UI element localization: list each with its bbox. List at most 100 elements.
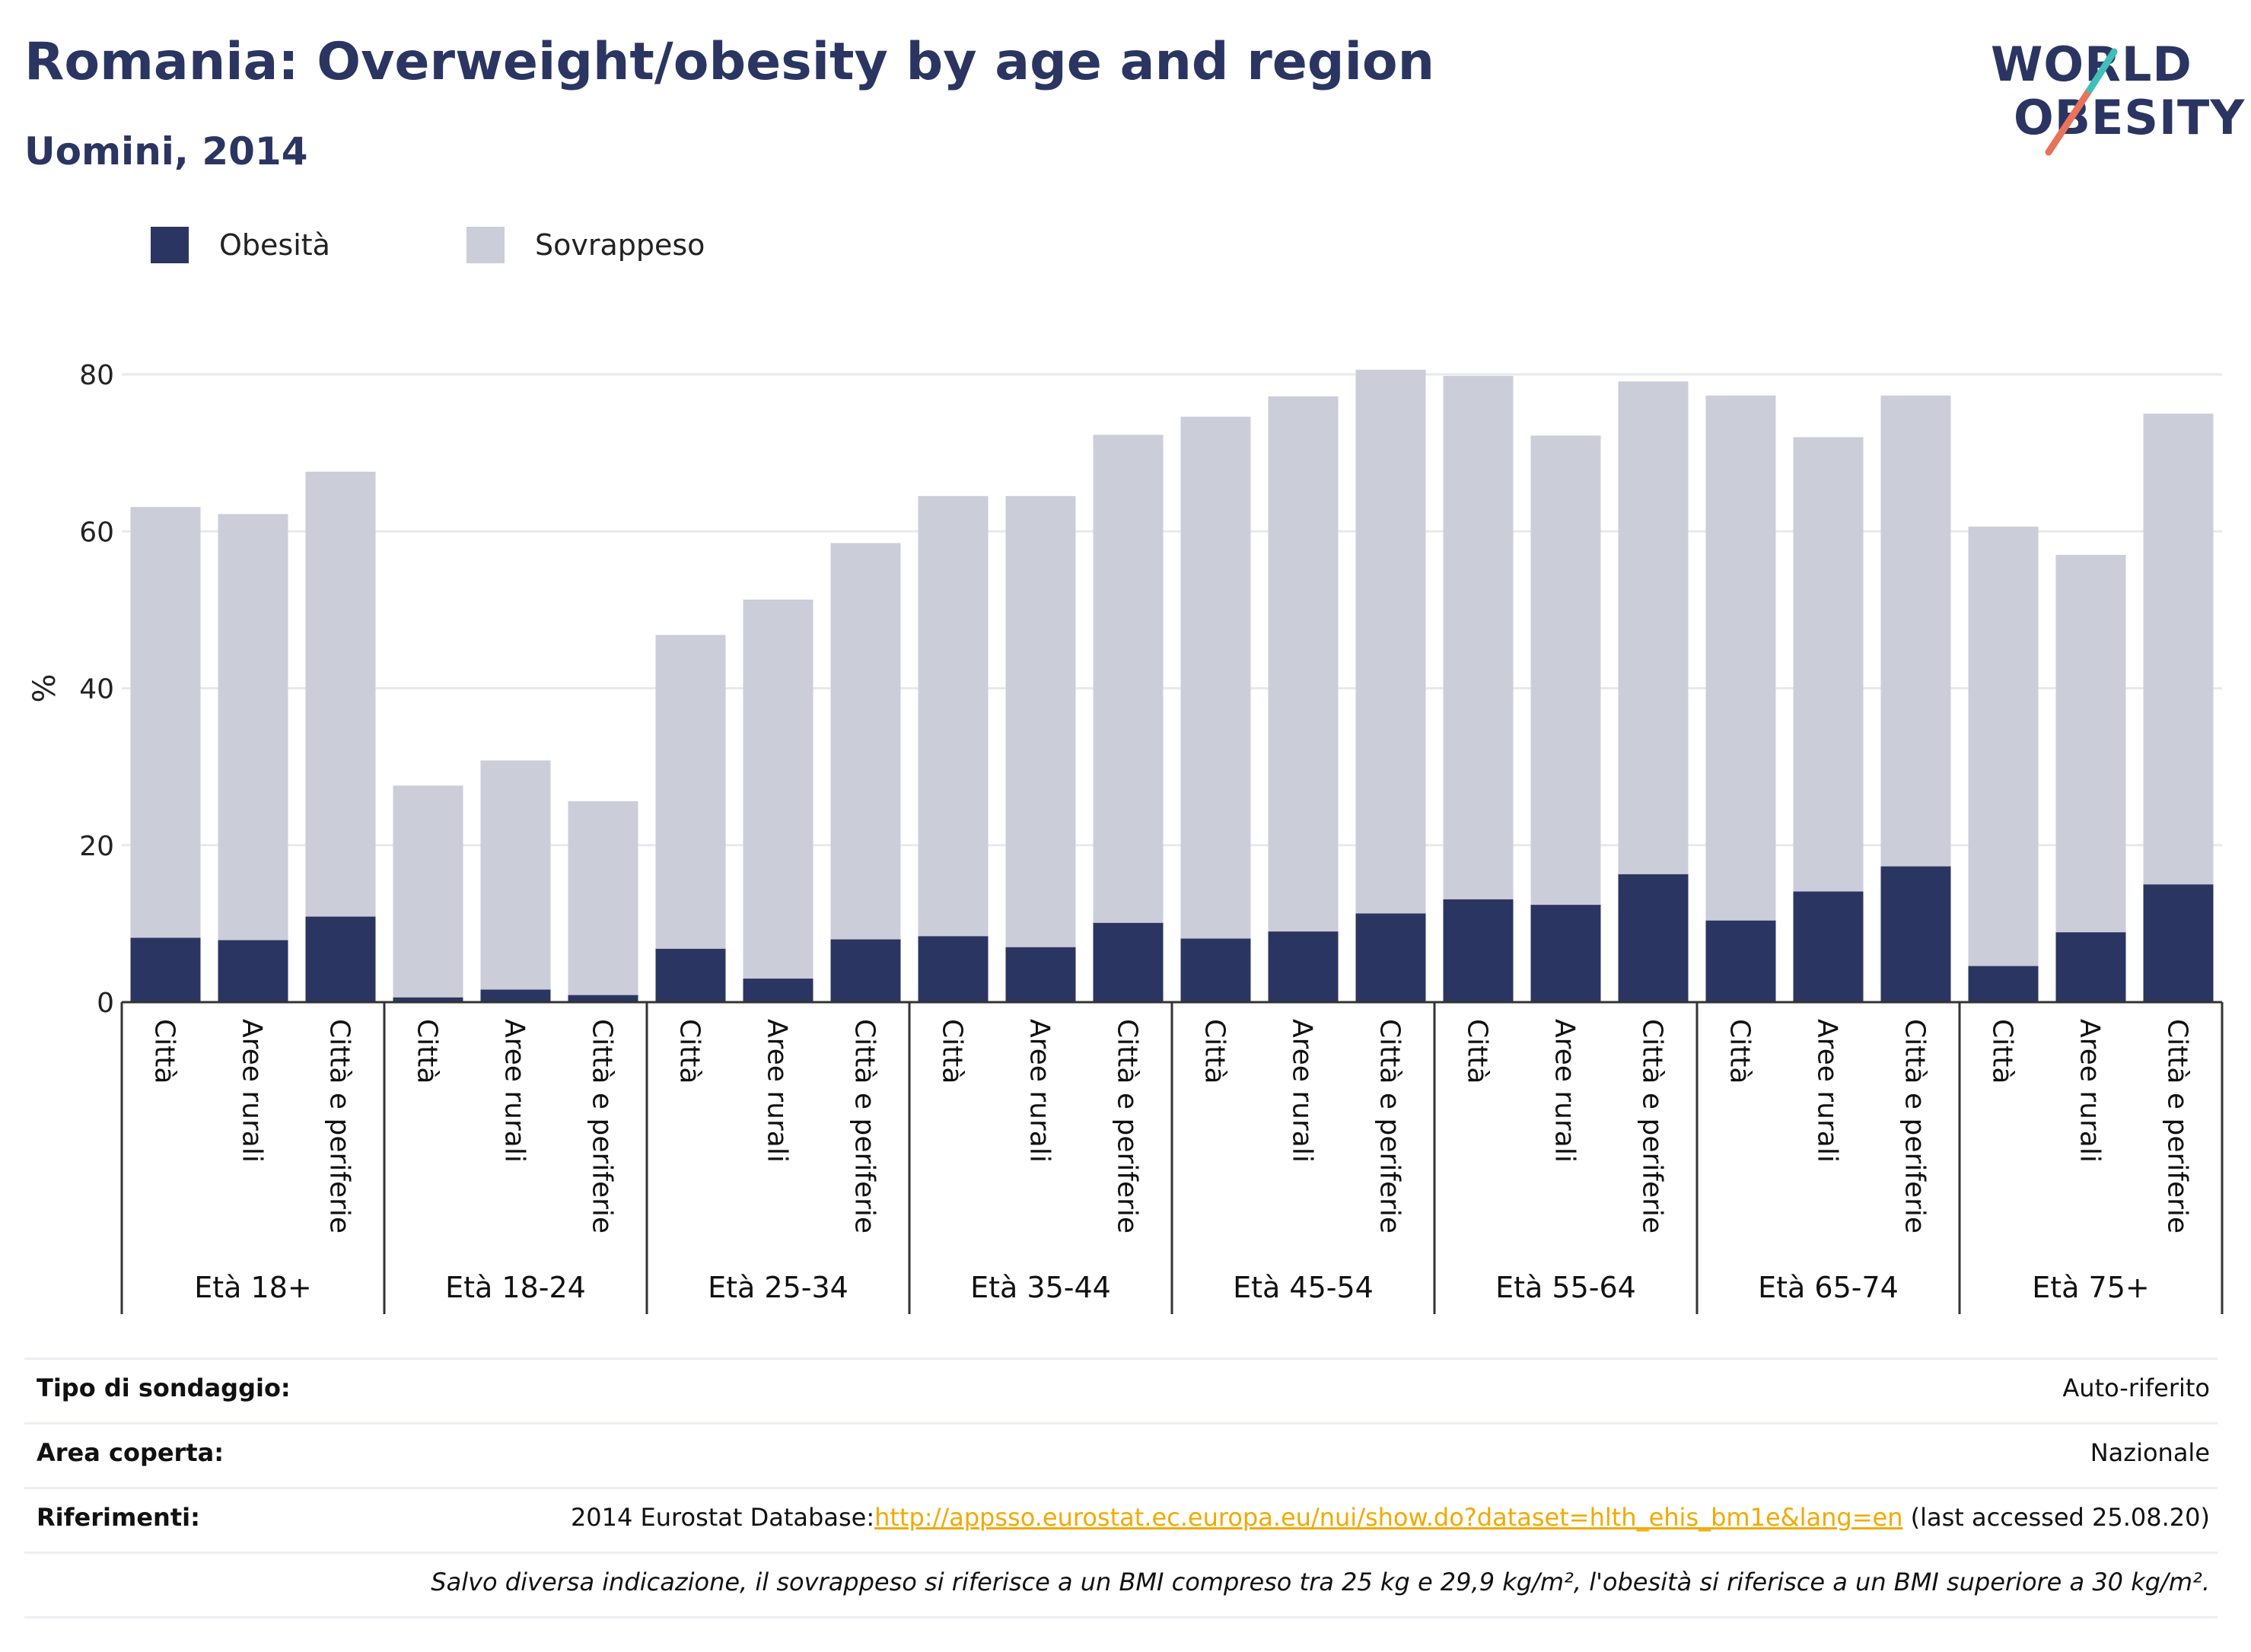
x-group-label: Età 18-24 <box>445 1271 586 1304</box>
bar-overweight <box>1705 395 1776 1002</box>
x-category-label: Città <box>412 1019 443 1084</box>
bar-obesity <box>393 997 463 1002</box>
x-category-label: Città <box>1724 1019 1756 1084</box>
bar-obesity <box>743 979 813 1002</box>
bar-obesity <box>1793 891 1864 1002</box>
bar-chart: 0 20 40 60 80% Città Aree rurali Città e perife… <box>27 360 2224 1314</box>
x-category-label: Città e periferie <box>1637 1019 1668 1233</box>
bar-obesity <box>1268 931 1339 1002</box>
bar-overweight <box>480 760 551 1002</box>
bar-obesity <box>218 940 288 1002</box>
legend-swatch-overweight <box>466 227 505 263</box>
world-obesity-logo: WORLD OBESITY <box>1979 30 2244 160</box>
chart-subtitle: Uomini, 2014 <box>24 129 308 173</box>
x-category-label: Città <box>937 1019 968 1084</box>
bar-overweight <box>1005 495 1076 1002</box>
bar-obesity <box>830 939 901 1002</box>
legend-label-obesity: Obesità <box>219 228 330 262</box>
x-category-label: Città e periferie <box>324 1019 355 1233</box>
bar-overweight <box>1355 369 1426 1002</box>
bar-obesity <box>2143 884 2214 1002</box>
bar-obesity <box>1180 938 1251 1002</box>
y-tick-label: 20 <box>79 831 114 862</box>
references-suffix: (last accessed 25.08.20) <box>1902 1503 2210 1532</box>
x-category-label: Città e periferie <box>2162 1019 2193 1233</box>
x-category-label: Aree rurali <box>2074 1019 2106 1163</box>
x-group-label: Età 25-34 <box>708 1271 849 1304</box>
x-category-label: Aree rurali <box>499 1019 530 1163</box>
bar-overweight <box>655 635 726 1002</box>
bar-obesity <box>1443 899 1514 1002</box>
x-category-label: Città e periferie <box>1112 1019 1143 1233</box>
chart-title: Romania: Overweight/obesity by age and r… <box>24 32 1434 92</box>
legend-label-overweight: Sovrappeso <box>535 228 705 262</box>
bar-obesity <box>655 948 726 1002</box>
x-category-label: Città e periferie <box>849 1019 880 1233</box>
survey-type-label: Tipo di sondaggio: <box>37 1373 291 1402</box>
bar-overweight <box>918 495 989 1002</box>
note-row: Salvo diversa indicazione, il sovrappeso… <box>24 1552 2218 1619</box>
x-category-label: Città e periferie <box>1374 1019 1406 1233</box>
y-tick-label: 80 <box>79 360 114 391</box>
bar-obesity <box>568 995 638 1002</box>
survey-type-value: Auto-riferito <box>2062 1373 2210 1402</box>
info-table: Tipo di sondaggio: Auto-riferito Area co… <box>24 1358 2218 1619</box>
bar-overweight <box>305 471 376 1002</box>
bar-overweight <box>130 507 201 1002</box>
bar-overweight <box>393 785 463 1002</box>
x-category-label: Città <box>149 1019 180 1084</box>
bar-obesity <box>1005 947 1076 1002</box>
references-link[interactable]: http://appsso.eurostat.ec.europa.eu/nui/… <box>874 1503 1903 1532</box>
bar-overweight <box>1968 527 2039 1002</box>
x-category-label: Aree rurali <box>237 1019 268 1163</box>
x-category-label: Aree rurali <box>1287 1019 1318 1163</box>
bar-obesity <box>305 916 376 1002</box>
x-group-label: Età 35-44 <box>970 1271 1111 1304</box>
x-group-label: Età 45-54 <box>1233 1271 1374 1304</box>
bar-overweight <box>1443 376 1514 1002</box>
bar-obesity <box>2055 932 2126 1002</box>
references-label: Riferimenti: <box>37 1503 200 1532</box>
references-row: Riferimenti: 2014 Eurostat Database:http… <box>24 1487 2218 1552</box>
x-category-label: Aree rurali <box>1024 1019 1055 1163</box>
area-value: Nazionale <box>2090 1438 2210 1467</box>
bar-overweight <box>743 599 813 1002</box>
bar-obesity <box>480 989 551 1002</box>
bar-obesity <box>1355 913 1426 1002</box>
y-tick-label: 60 <box>79 517 114 548</box>
bar-overweight <box>830 543 901 1002</box>
area-label: Area coperta: <box>37 1438 224 1467</box>
bar-overweight <box>1268 396 1339 1002</box>
x-category-label: Città <box>1199 1019 1231 1084</box>
x-group-label: Età 75+ <box>2032 1271 2149 1304</box>
logo-slash-icon <box>2045 48 2118 156</box>
bar-obesity <box>918 936 989 1002</box>
bar-overweight <box>1180 416 1251 1002</box>
bmi-note: Salvo diversa indicazione, il sovrappeso… <box>431 1568 2210 1596</box>
survey-type-row: Tipo di sondaggio: Auto-riferito <box>24 1358 2218 1422</box>
x-category-label: Città <box>1462 1019 1493 1084</box>
bar-overweight <box>1093 434 1164 1002</box>
references-prefix: 2014 Eurostat Database: <box>570 1503 875 1532</box>
references-value: 2014 Eurostat Database:http://appsso.eur… <box>571 1503 2210 1532</box>
y-tick-label: 0 <box>97 988 114 1019</box>
x-category-label: Aree rurali <box>762 1019 793 1163</box>
bar-obesity <box>1093 922 1164 1002</box>
x-category-label: Città e periferie <box>587 1019 618 1233</box>
x-group-label: Età 18+ <box>194 1271 311 1304</box>
bar-obesity <box>1880 866 1951 1002</box>
bar-obesity <box>130 937 201 1002</box>
bar-overweight <box>568 801 638 1002</box>
y-axis-label: % <box>27 673 62 702</box>
bar-obesity <box>1618 874 1689 1002</box>
x-category-label: Città <box>674 1019 705 1084</box>
bar-obesity <box>1530 905 1601 1002</box>
area-row: Area coperta: Nazionale <box>24 1422 2218 1487</box>
x-category-label: Città <box>1987 1019 2018 1084</box>
y-tick-label: 40 <box>79 674 114 705</box>
x-group-label: Età 55-64 <box>1495 1271 1636 1304</box>
x-category-label: Aree rurali <box>1812 1019 1843 1163</box>
x-group-label: Età 65-74 <box>1758 1271 1899 1304</box>
x-category-label: Città e periferie <box>1899 1019 1931 1233</box>
legend-swatch-obesity <box>151 227 189 263</box>
